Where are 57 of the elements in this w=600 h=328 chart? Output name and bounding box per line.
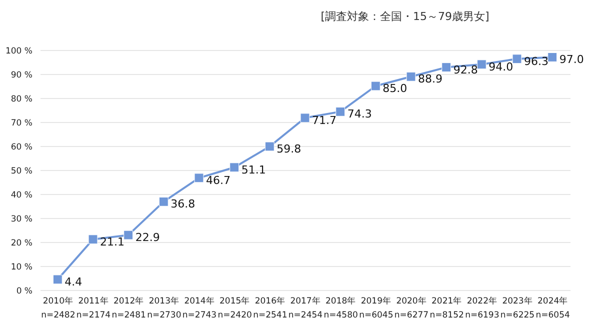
point [370, 81, 380, 91]
y-tick-label: 0 % [16, 286, 32, 296]
text: 96.3 [524, 54, 548, 68]
point [512, 54, 522, 64]
x-tick-label: 2012年 n=2481 [112, 296, 146, 320]
text: 74.3 [347, 108, 372, 121]
point [476, 60, 486, 70]
y-tick-label: 40 % [10, 190, 32, 200]
y-tick-label: 80 % [10, 94, 32, 104]
y-tick-label: 10 % [10, 262, 32, 272]
x-tick-label: 2019年 n=6045 [359, 296, 394, 320]
y-tick-label: 90 % [10, 70, 32, 80]
point [124, 230, 134, 240]
x-tick-label: 2010年 n=2482 [41, 296, 76, 320]
x-tick-label: 2024年 n=6054 [536, 296, 570, 320]
x-tick-label: 2014年 n=2743 [182, 296, 217, 320]
x-tick-label: 2021年 n=8152 [430, 296, 464, 320]
text: 46.7 [206, 174, 230, 187]
text: 71.7 [312, 114, 336, 127]
text: 51.1 [241, 163, 266, 176]
point [300, 113, 310, 123]
x-tick-label: 2013年 n=2730 [147, 296, 182, 320]
point [88, 234, 98, 244]
text: 22.9 [135, 231, 160, 244]
point [548, 52, 558, 62]
x-tick-label: 2017年 n=2454 [288, 296, 323, 320]
y-tick-label: 60 % [10, 142, 32, 152]
x-tick-label: 2016年 n=2541 [253, 296, 288, 320]
text: 4.4 [64, 275, 82, 288]
point [194, 173, 204, 183]
chart-title: [調査対象：全国・15～79歳男女] [320, 10, 490, 23]
text: 21.1 [100, 235, 124, 248]
x-tick-label: 2023年 n=6225 [500, 296, 535, 320]
y-tick-label: 20 % [10, 238, 32, 248]
point [158, 196, 168, 206]
text: 59.8 [276, 142, 302, 156]
y-tick-label: 50 % [10, 166, 32, 176]
x-tick-label: 2022年 n=6193 [465, 296, 500, 320]
x-tick-label: 2011年 n=2174 [76, 296, 111, 320]
point [52, 274, 62, 284]
y-tick-label: 70 % [10, 118, 32, 128]
point [442, 62, 452, 72]
x-tick-label: 2015年 n=2420 [218, 296, 252, 320]
text: 97.0 [559, 53, 584, 66]
text: 88.9 [418, 72, 442, 86]
x-tick-label: 2020年 n=6277 [394, 296, 429, 320]
x-tick-label: 2018年 n=4580 [324, 296, 358, 320]
text: 92.8 [453, 63, 478, 76]
point [230, 162, 240, 172]
point [336, 106, 346, 116]
text: 94.0 [488, 60, 514, 74]
point [406, 72, 416, 82]
y-tick-label: 100 % [5, 46, 32, 56]
y-tick-label: 30 % [10, 214, 32, 224]
text: 36.8 [170, 198, 196, 211]
point [264, 142, 274, 152]
text: 85.0 [382, 82, 408, 95]
